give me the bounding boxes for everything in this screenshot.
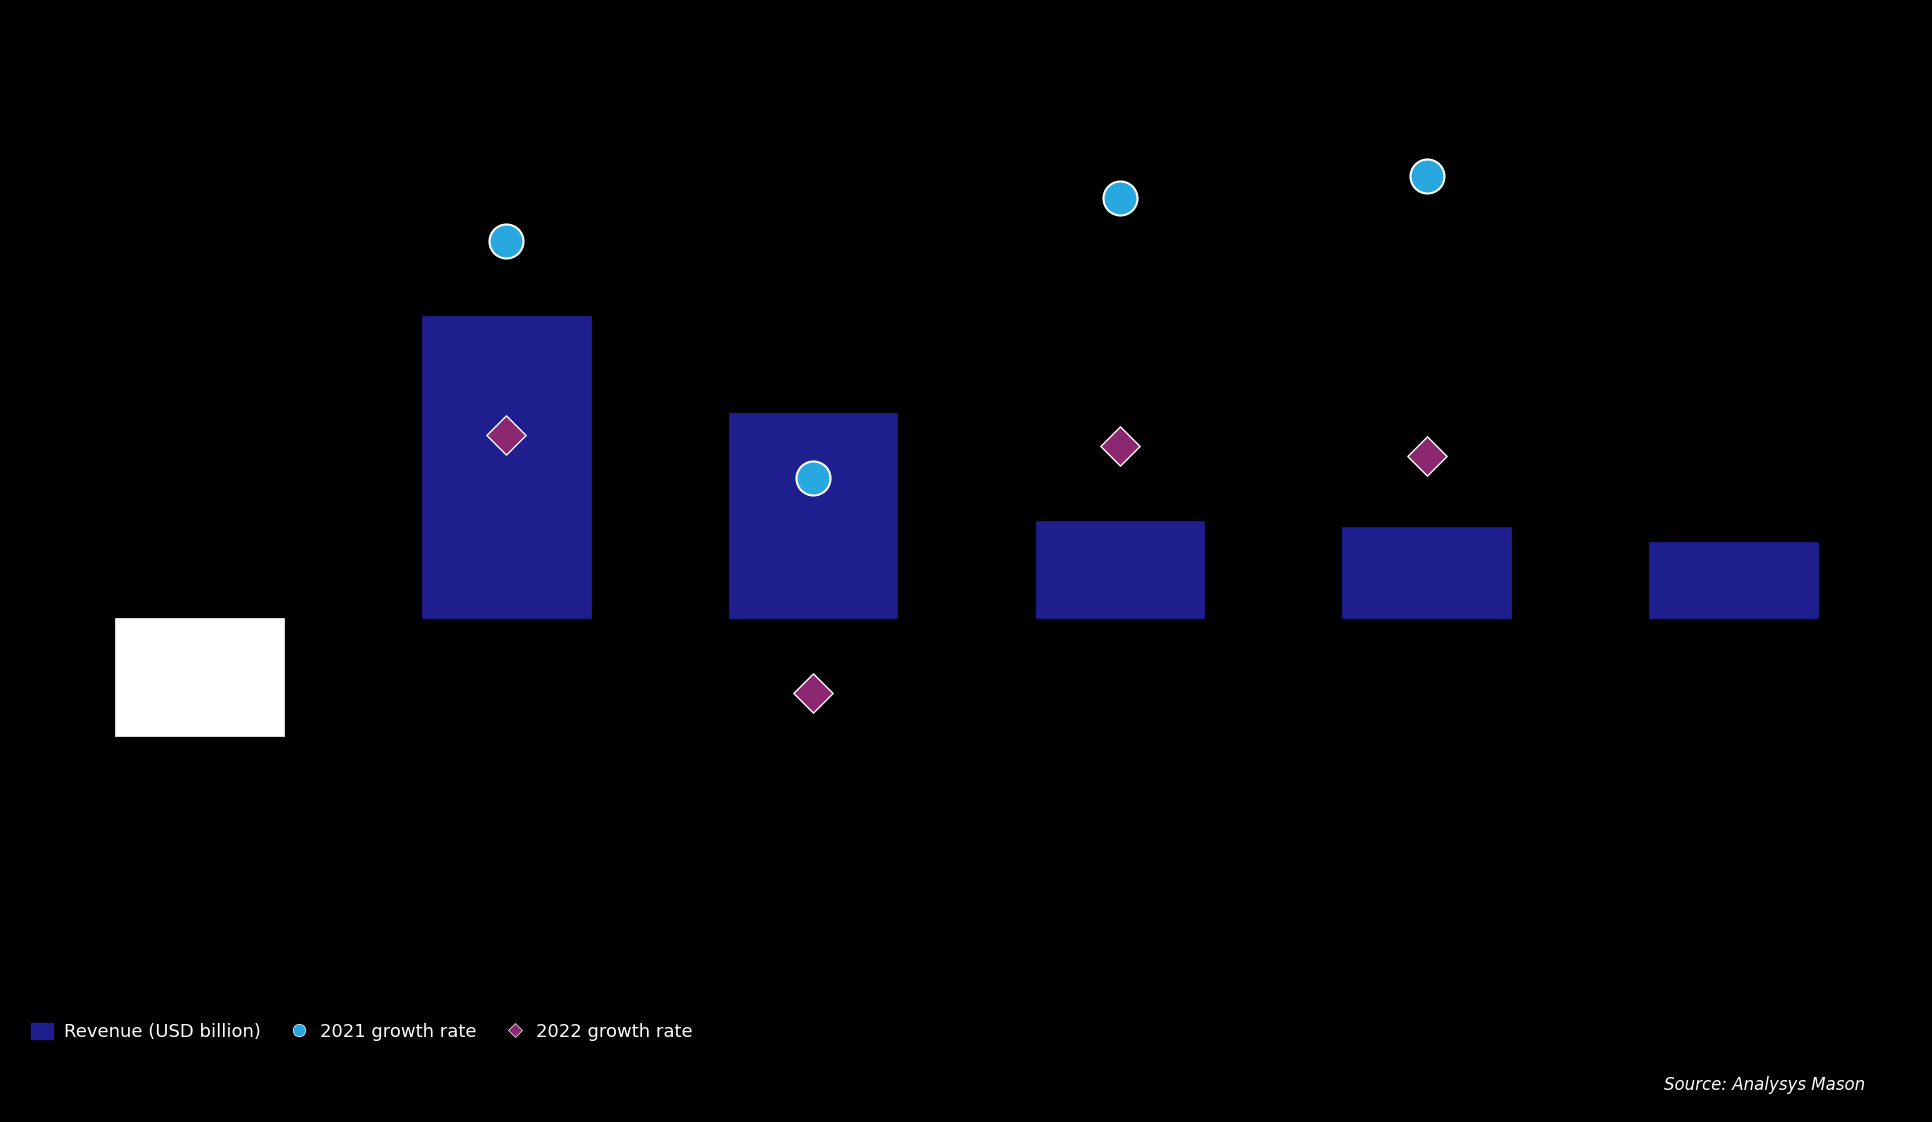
Bar	[728, 413, 896, 618]
Bar	[114, 618, 284, 736]
Point	[798, 469, 829, 487]
Bar	[1036, 521, 1204, 618]
Point	[1103, 188, 1134, 206]
Legend: Revenue (USD billion), 2021 growth rate, 2022 growth rate: Revenue (USD billion), 2021 growth rate,…	[23, 1015, 699, 1048]
Bar	[1648, 542, 1818, 618]
Point	[1410, 167, 1441, 185]
Text: Source: Analysys Mason: Source: Analysys Mason	[1663, 1076, 1864, 1094]
Point	[491, 426, 522, 444]
Bar	[421, 316, 589, 618]
Bar	[1343, 527, 1511, 618]
Point	[1103, 436, 1134, 454]
Point	[798, 684, 829, 702]
Point	[1410, 448, 1441, 466]
Point	[491, 232, 522, 250]
